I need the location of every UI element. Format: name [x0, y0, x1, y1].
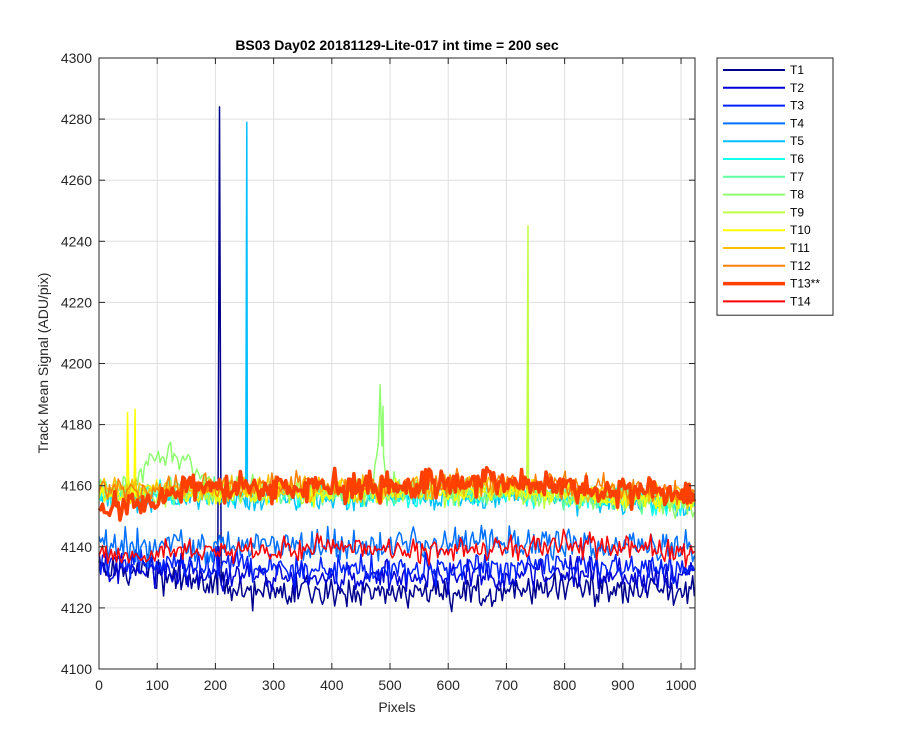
legend-label: T10 — [790, 223, 811, 237]
series-line-t14 — [98, 528, 695, 568]
legend-label: T7 — [790, 170, 804, 184]
series-line-t4 — [98, 524, 696, 569]
ticks: 0 100 200 300 400 500 600 700 800 900 1000 4100 4120… — [61, 50, 697, 693]
legend-label: T3 — [790, 99, 804, 113]
y-tick-label: 4260 — [61, 172, 92, 188]
x-tick-label: 600 — [437, 677, 461, 693]
legend-label: T6 — [790, 152, 804, 166]
series-layer — [97, 106, 697, 613]
legend-label: T11 — [790, 241, 810, 255]
legend-label: T8 — [790, 188, 804, 202]
legend-label: T14 — [790, 294, 811, 308]
chart-title: BS03 Day02 20181129-Lite-017 int time = … — [235, 37, 559, 53]
y-tick-label: 4220 — [61, 294, 92, 310]
legend-label: T9 — [790, 205, 804, 219]
y-tick-label: 4200 — [61, 356, 92, 372]
legend-label: T5 — [790, 134, 804, 148]
y-tick-label: 4280 — [61, 111, 92, 127]
x-tick-label: 0 — [95, 677, 103, 693]
y-tick-label: 4160 — [61, 478, 92, 494]
legend-label: T13** — [790, 277, 820, 291]
legend-label: T4 — [790, 116, 804, 130]
x-tick-label: 400 — [320, 677, 344, 693]
y-tick-label: 4100 — [61, 661, 92, 677]
legend: T1 T2 T3 T4 T5 T6 T7 T8 T9 T10 T11 T12 T13** T14 — [716, 57, 834, 316]
y-tick-label: 4140 — [61, 539, 92, 555]
legend-box — [716, 57, 834, 316]
x-axis-label: Pixels — [378, 699, 415, 715]
x-tick-label: 800 — [553, 677, 577, 693]
x-tick-label: 1000 — [665, 677, 696, 693]
x-tick-label: 200 — [204, 677, 228, 693]
y-tick-label: 4240 — [61, 233, 92, 249]
legend-label: T12 — [790, 259, 811, 273]
x-tick-label: 500 — [378, 677, 402, 693]
x-tick-label: 900 — [611, 677, 635, 693]
y-axis-label: Track Mean Signal (ADU/pix) — [35, 273, 51, 454]
x-tick-label: 300 — [262, 677, 286, 693]
y-tick-label: 4180 — [61, 417, 92, 433]
series-line-t13 — [97, 465, 697, 522]
x-tick-label: 100 — [146, 677, 170, 693]
x-tick-label: 700 — [495, 677, 519, 693]
legend-label: T2 — [790, 81, 804, 95]
y-tick-label: 4300 — [61, 50, 92, 66]
y-tick-label: 4120 — [61, 600, 92, 616]
series-line-t1 — [98, 106, 696, 613]
legend-label: T1 — [790, 63, 804, 77]
